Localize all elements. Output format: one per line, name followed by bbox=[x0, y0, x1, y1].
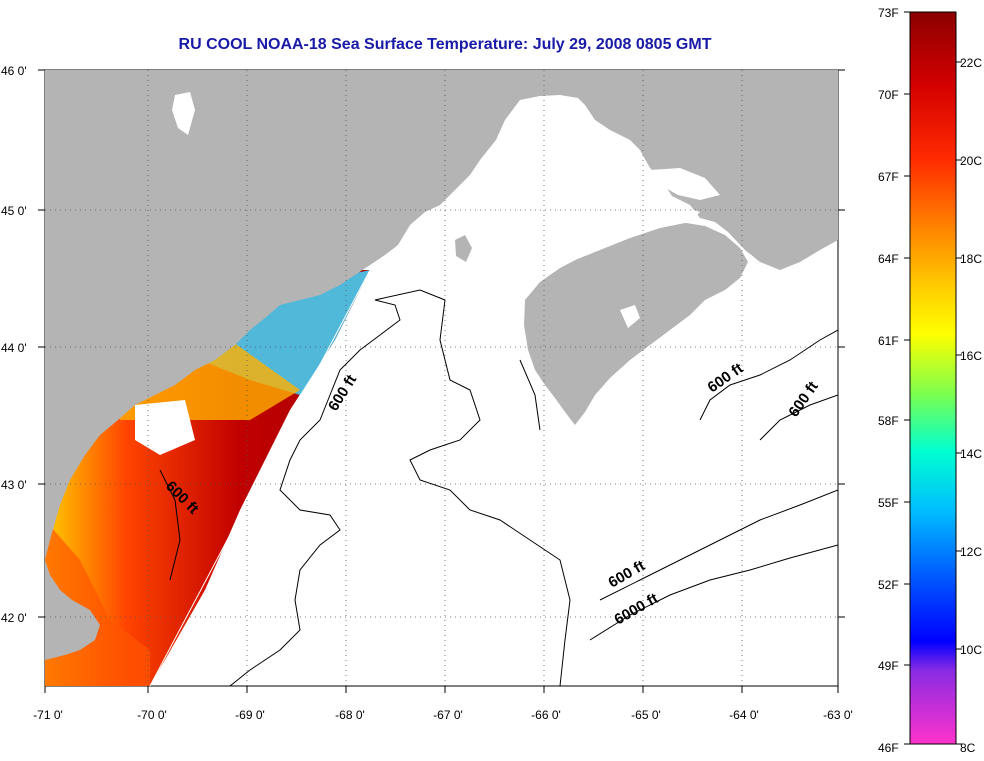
x-tick-label: -69 0' bbox=[235, 708, 265, 722]
grand-manan-island bbox=[455, 235, 472, 262]
y-axis-labels: 46 0' 45 0' 44 0' 43 0' 42 0' bbox=[1, 64, 27, 625]
map-title: RU COOL NOAA-18 Sea Surface Temperature:… bbox=[178, 36, 712, 53]
colorbar-f-label: 55F bbox=[878, 496, 899, 510]
colorbar-f-label: 67F bbox=[878, 170, 899, 184]
colorbar-f-labels: 73F 70F 67F 64F 61F 58F 55F 52F 49F 46F bbox=[878, 6, 899, 755]
sst-swath-cloud-patch bbox=[135, 400, 195, 455]
colorbar-c-label: 18C bbox=[960, 252, 982, 266]
x-tick-label: -65 0' bbox=[631, 708, 661, 722]
minas-basin-water bbox=[650, 168, 720, 200]
x-tick-label: -71 0' bbox=[33, 708, 63, 722]
lake-white-2 bbox=[520, 150, 548, 178]
colorbar bbox=[909, 11, 957, 745]
colorbar-c-label: 10C bbox=[960, 643, 982, 657]
swath-edge bbox=[149, 269, 371, 687]
colorbar-c-label: 14C bbox=[960, 447, 982, 461]
x-tick-label: -66 0' bbox=[531, 708, 561, 722]
lake-white-3 bbox=[620, 305, 640, 328]
x-tick-label: -68 0' bbox=[335, 708, 365, 722]
colorbar-f-label: 49F bbox=[878, 659, 899, 673]
y-tick-label: 43 0' bbox=[1, 478, 27, 492]
colorbar-c-labels: 22C 20C 18C 16C 14C 12C 10C 8C bbox=[960, 56, 982, 755]
colorbar-f-label: 70F bbox=[878, 88, 899, 102]
x-tick-label: -70 0' bbox=[137, 708, 167, 722]
x-tick-label: -64 0' bbox=[729, 708, 759, 722]
lake-white bbox=[172, 92, 195, 135]
colorbar-c-label: 8C bbox=[960, 741, 976, 755]
grid bbox=[45, 70, 838, 686]
y-tick-label: 46 0' bbox=[1, 64, 27, 78]
colorbar-c-label: 12C bbox=[960, 545, 982, 559]
colorbar-f-label: 58F bbox=[878, 414, 899, 428]
land-nova-scotia bbox=[524, 222, 748, 425]
axis-ticks bbox=[38, 69, 845, 693]
colorbar-f-label: 64F bbox=[878, 252, 899, 266]
colorbar-f-label: 52F bbox=[878, 578, 899, 592]
sst-swath-warm-band bbox=[110, 340, 300, 420]
y-tick-label: 44 0' bbox=[1, 341, 27, 355]
bathymetry-contours bbox=[159, 289, 838, 686]
colorbar-f-label: 73F bbox=[878, 6, 899, 20]
x-axis-labels: -71 0' -70 0' -69 0' -68 0' -67 0' -66 0… bbox=[33, 708, 853, 722]
colorbar-c-label: 22C bbox=[960, 56, 982, 70]
x-tick-label: -67 0' bbox=[433, 708, 463, 722]
bay-of-fundy-water bbox=[505, 205, 700, 292]
colorbar-c-label: 16C bbox=[960, 349, 982, 363]
y-tick-label: 45 0' bbox=[1, 204, 27, 218]
land-cape-cod bbox=[45, 560, 100, 660]
colorbar-c-label: 20C bbox=[960, 154, 982, 168]
colorbar-f-label: 46F bbox=[878, 741, 899, 755]
y-tick-label: 42 0' bbox=[1, 611, 27, 625]
colorbar-ticks bbox=[904, 11, 962, 745]
x-tick-label: -63 0' bbox=[823, 708, 853, 722]
colorbar-f-label: 61F bbox=[878, 334, 899, 348]
land-new-england bbox=[45, 70, 838, 560]
